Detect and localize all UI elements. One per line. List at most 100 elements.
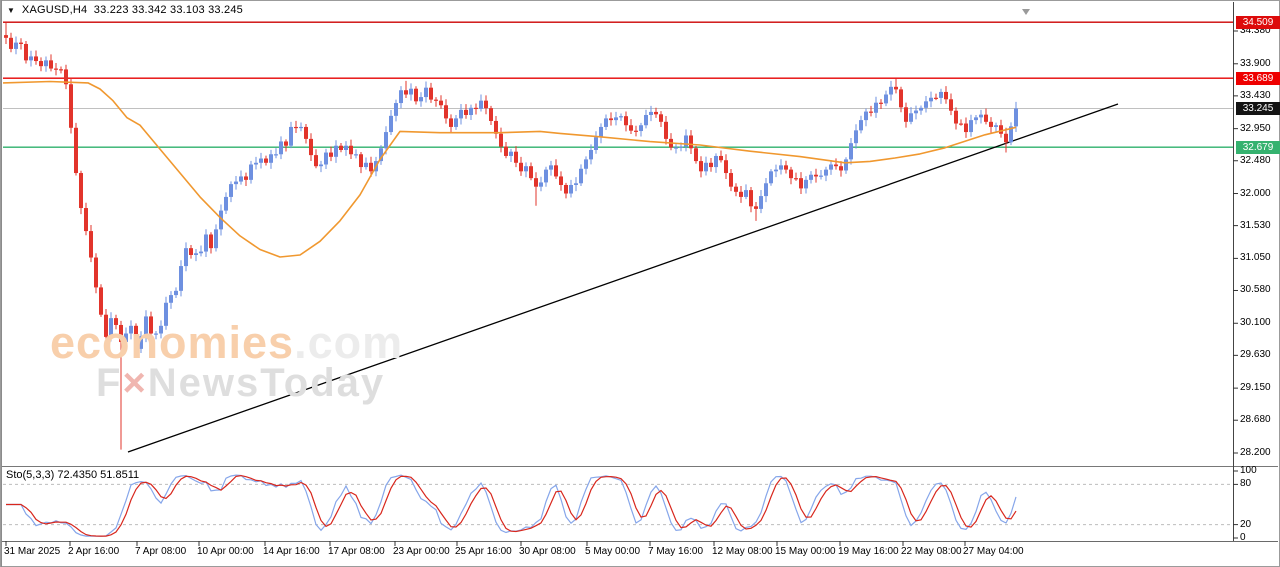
candle-body: [454, 118, 458, 127]
candle-body: [564, 184, 568, 194]
candle-body: [689, 135, 693, 149]
horizontal-price-lines[interactable]: [3, 21, 1233, 148]
candle-body: [309, 138, 313, 156]
chart-dropdown-icon[interactable]: ▼: [7, 5, 15, 15]
candle-body: [434, 99, 438, 101]
symbol-info-bar: ▼ XAGUSD,H4 33.223 33.342 33.103 33.245: [7, 4, 243, 16]
candle-body: [814, 174, 818, 177]
candle-body: [354, 154, 358, 156]
candle-body: [789, 169, 793, 179]
candle-body: [749, 190, 753, 207]
candle-body: [879, 102, 883, 104]
price-tick-label: 31.530: [1240, 219, 1271, 231]
watermark-brand-name: economies: [50, 317, 295, 368]
candle-body: [924, 101, 928, 108]
candle-body: [14, 42, 18, 49]
candle-body: [964, 123, 968, 133]
candle-body: [499, 133, 503, 147]
candle-body: [594, 137, 598, 150]
candle-body: [319, 164, 323, 167]
candle-body: [609, 118, 613, 121]
candle-body: [664, 121, 668, 139]
candle-body: [954, 110, 958, 124]
candle-body: [774, 169, 778, 172]
chart-shift-marker-icon[interactable]: [1022, 9, 1030, 15]
candle-body: [244, 176, 248, 180]
candle-body: [104, 314, 108, 337]
candle-body: [154, 333, 158, 335]
candles-layer: [4, 22, 1018, 450]
date-label: 23 Apr 00:00: [393, 546, 450, 557]
candle-body: [699, 161, 703, 172]
moving-average-line[interactable]: [2, 80, 1017, 258]
candle-body: [959, 123, 963, 125]
stoch-main-line[interactable]: [6, 474, 1017, 537]
stoch-scale-label: 0: [1240, 532, 1246, 543]
candle-body: [584, 159, 588, 169]
price-tag-34.509: 34.509: [1236, 15, 1280, 29]
candle-body: [279, 141, 283, 155]
watermark-subbrand: F×NewsToday: [96, 363, 385, 403]
date-label: 7 Apr 08:00: [135, 546, 187, 557]
candle-body: [899, 89, 903, 108]
candle-body: [314, 155, 318, 167]
candle-body: [1004, 133, 1008, 143]
price-tick-label: 29.630: [1240, 349, 1271, 361]
candle-body: [559, 176, 563, 185]
candle-body: [919, 107, 923, 111]
candle-body: [124, 333, 128, 343]
candle-body: [939, 91, 943, 98]
candle-body: [89, 231, 93, 258]
candle-body: [654, 111, 658, 115]
candle-body: [424, 87, 428, 98]
candle-body: [769, 171, 773, 184]
candle-body: [184, 248, 188, 267]
candle-body: [864, 111, 868, 121]
candle-body: [159, 325, 163, 334]
candle-body: [469, 107, 473, 115]
candle-body: [394, 103, 398, 116]
candle-body: [249, 164, 253, 180]
candle-body: [349, 145, 353, 155]
watermark-f: F: [96, 361, 123, 405]
candle-body: [274, 154, 278, 156]
stoch-signal-line[interactable]: [6, 474, 1017, 537]
candle-body: [409, 88, 413, 95]
candle-body: [289, 126, 293, 146]
candle-body: [754, 206, 758, 209]
candle-body: [869, 111, 873, 113]
ascending-trendline[interactable]: [127, 103, 1119, 453]
candle-body: [674, 147, 678, 149]
candle-body: [729, 173, 733, 187]
candle-body: [54, 68, 58, 70]
candle-body: [589, 149, 593, 160]
date-label: 5 May 00:00: [585, 546, 641, 557]
candle-body: [534, 178, 538, 187]
candle-body: [794, 178, 798, 180]
candle-body: [339, 145, 343, 150]
candle-body: [834, 164, 838, 167]
candle-body: [404, 90, 408, 95]
candle-body: [619, 116, 623, 118]
candle-body: [139, 336, 143, 349]
watermark-brand-suffix: .com: [294, 317, 404, 368]
candle-body: [529, 166, 533, 179]
candle-body: [144, 316, 148, 337]
candle-body: [164, 302, 168, 326]
date-label: 15 May 00:00: [775, 546, 836, 557]
candle-body: [264, 158, 268, 163]
candle-body: [204, 234, 208, 252]
price-tick-label: 31.050: [1240, 252, 1271, 264]
candle-body: [704, 162, 708, 172]
candle-body: [489, 108, 493, 121]
candle-body: [914, 110, 918, 114]
candle-body: [214, 229, 218, 249]
candle-body: [474, 107, 478, 110]
candle-body: [1009, 126, 1013, 143]
candle-body: [909, 113, 913, 122]
indicator-label: Sto(5,3,3) 72.4350 51.8511: [6, 469, 140, 481]
candle-body: [84, 208, 88, 232]
candle-body: [199, 251, 203, 254]
candle-body: [484, 100, 488, 109]
